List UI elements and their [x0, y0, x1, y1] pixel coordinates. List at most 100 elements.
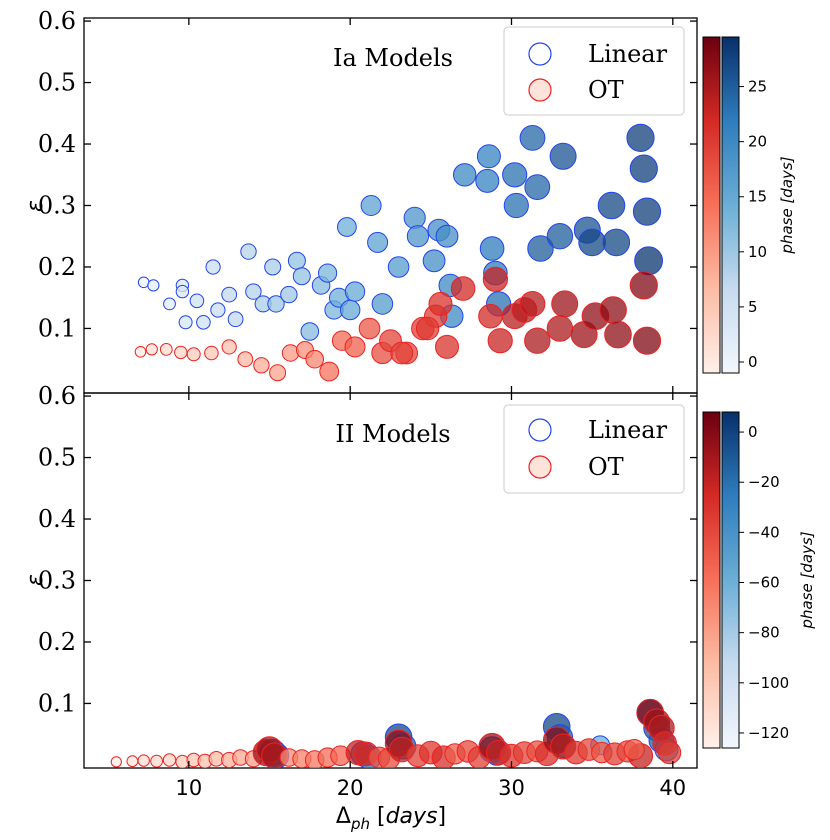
linear-point — [240, 243, 257, 260]
linear-point — [578, 228, 606, 257]
y-tick-label: 0.3 — [38, 567, 76, 595]
linear-point — [340, 299, 361, 321]
colorbar-tick-label: −40 — [748, 523, 780, 541]
ot-point — [159, 343, 173, 356]
linear-point — [245, 283, 262, 300]
colorbar-tick-label: 10 — [748, 243, 767, 261]
ot-point — [450, 276, 476, 301]
linear-point — [527, 235, 554, 262]
legend-label-linear: Linear — [588, 416, 668, 444]
ot-point — [435, 334, 459, 359]
y-tick-label: 0.2 — [38, 253, 76, 281]
colorbar-blue — [721, 411, 740, 749]
y-axis-label: ε — [23, 574, 48, 586]
y-tick-label: 0.1 — [38, 314, 76, 342]
ot-point — [487, 328, 513, 354]
linear-point — [292, 267, 311, 286]
ot-point — [204, 345, 219, 361]
ot-point — [658, 741, 682, 765]
linear-point — [280, 285, 298, 304]
linear-point — [189, 293, 205, 309]
ot-point — [428, 291, 453, 316]
ot-point — [482, 266, 508, 292]
linear-point — [549, 142, 577, 170]
legend-label-ot: OT — [588, 76, 624, 104]
linear-point — [479, 236, 505, 261]
ot-point — [134, 346, 147, 358]
colorbar-label: phase [days] — [798, 531, 816, 629]
ot-point — [126, 755, 139, 768]
ot-point — [137, 754, 150, 767]
ot-point — [221, 339, 237, 355]
y-axis-label: ε — [23, 200, 48, 212]
x-tick-label: 40 — [659, 776, 686, 800]
linear-point — [626, 123, 655, 152]
colorbar: 0 5 10 15 20 25 phase [days] — [702, 36, 796, 374]
linear-point — [210, 302, 226, 318]
ot-point — [150, 754, 164, 768]
y-axis-ticks: 0.1 0.2 0.3 0.4 0.5 0.6 — [38, 382, 697, 717]
ot-point — [604, 320, 632, 349]
ot-point — [478, 303, 503, 329]
y-tick-label: 0.6 — [38, 382, 76, 410]
ot-point — [358, 317, 381, 340]
linear-point — [175, 284, 190, 299]
linear-point — [422, 249, 446, 273]
panel-ia: 0.1 0.2 0.3 0.4 0.5 0.6 Ia Models ε Linear OT… — [23, 7, 796, 394]
linear-point — [629, 154, 658, 183]
ot-point — [551, 290, 579, 318]
linear-point — [221, 286, 238, 303]
ot-point — [186, 347, 201, 362]
y-axis-ticks: 0.1 0.2 0.3 0.4 0.5 0.6 — [38, 7, 697, 342]
linear-point — [435, 224, 459, 248]
scatter-points — [110, 698, 682, 768]
linear-point — [524, 174, 551, 201]
x-tick-label: 30 — [498, 776, 525, 800]
linear-point — [519, 124, 546, 151]
y-tick-label: 0.1 — [38, 689, 76, 717]
ot-point — [269, 364, 287, 382]
linear-point — [602, 228, 631, 257]
linear-point — [264, 258, 282, 276]
linear-point — [287, 251, 306, 270]
legend: Linear OT — [503, 404, 685, 494]
linear-point — [403, 206, 426, 229]
linear-point — [502, 162, 528, 188]
colorbar-ticks: 0 5 10 15 20 25 — [739, 78, 767, 371]
chart-title: II Models — [335, 420, 450, 448]
colorbar-tick-label: −60 — [748, 574, 780, 592]
ot-point — [319, 361, 340, 382]
ot-point — [237, 351, 254, 368]
legend-marker-linear — [528, 42, 552, 66]
linear-point — [178, 315, 193, 330]
colorbar-tick-label: −100 — [748, 674, 789, 692]
linear-point — [344, 281, 366, 302]
ot-point — [145, 343, 158, 356]
linear-point — [406, 225, 429, 248]
linear-point — [360, 195, 382, 216]
colorbar-tick-label: −80 — [748, 624, 780, 642]
scatter-points — [134, 123, 663, 382]
ot-point — [110, 756, 122, 768]
ot-point — [174, 345, 188, 360]
linear-point — [634, 246, 663, 276]
x-axis-label: Δph [days] — [336, 804, 446, 833]
legend-marker-linear — [528, 418, 552, 442]
y-tick-label: 0.5 — [38, 69, 76, 97]
linear-point — [337, 217, 357, 237]
x-axis-tick-marks — [188, 18, 674, 393]
y-tick-label: 0.4 — [38, 505, 76, 533]
linear-point — [387, 256, 410, 278]
y-tick-label: 0.4 — [38, 130, 76, 158]
ot-point — [390, 341, 414, 365]
linear-point — [632, 197, 662, 226]
colorbar-tick-label: −120 — [748, 724, 789, 742]
colorbar-red — [702, 36, 721, 374]
y-tick-label: 0.3 — [38, 192, 76, 220]
linear-point — [597, 191, 626, 220]
colorbar: 0 −20 −40 −60 −80 −100 −120 phase [days] — [702, 411, 816, 749]
y-tick-label: 0.6 — [38, 7, 76, 35]
legend-label-linear: Linear — [588, 40, 668, 68]
linear-point — [196, 315, 211, 330]
linear-point — [453, 163, 477, 187]
